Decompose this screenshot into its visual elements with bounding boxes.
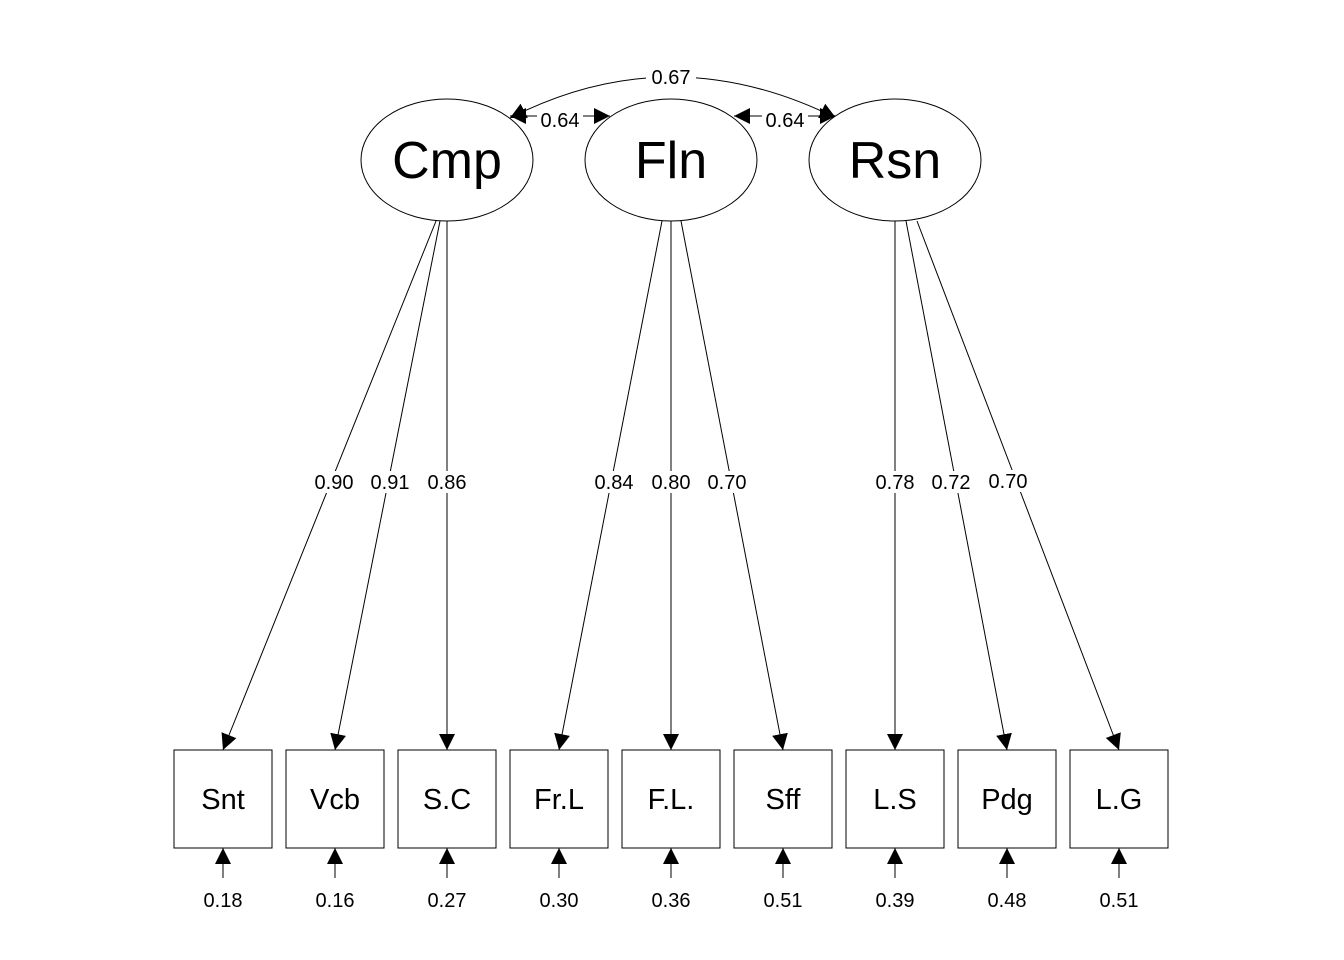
observed-l-s-label: L.S: [873, 784, 917, 816]
residual-l-g-value: 0.51: [1100, 890, 1139, 912]
observed-l-g-label: L.G: [1096, 784, 1143, 816]
loading-cmp-vcb-value: 0.91: [371, 472, 410, 494]
observed-pdg-box: [957, 749, 1057, 849]
residual-pdg-value: 0.48: [988, 890, 1027, 912]
observed-fr-l: Fr.L: [509, 749, 609, 849]
latent-fln: Fln: [584, 98, 758, 222]
loading-fln-f-l-value: 0.80: [652, 472, 691, 494]
observed-sff: Sff: [733, 749, 833, 849]
observed-l-s: L.S: [845, 749, 945, 849]
loading-fln-f-l-label-bg: [650, 471, 692, 493]
loading-rsn-l-s-value: 0.78: [876, 472, 915, 494]
latent-rsn: Rsn: [808, 98, 982, 222]
latent-cmp-label: Cmp: [392, 132, 502, 190]
observed-snt: Snt: [173, 749, 273, 849]
nodes-layer: Cmp Fln Rsn Snt Vcb S.C Fr.L F.L. Sff L.S Pdg L.G: [173, 98, 1169, 849]
loading-rsn-l-g-value: 0.70: [989, 471, 1028, 493]
observed-sff-label: Sff: [766, 784, 802, 816]
residual-l-s-value: 0.39: [876, 890, 915, 912]
latent-fln-label: Fln: [635, 132, 707, 190]
cov-cmp-fln-label-bg: [537, 108, 583, 132]
residual-sff-value: 0.51: [764, 890, 803, 912]
observed-vcb-box: [285, 749, 385, 849]
observed-s-c-label: S.C: [423, 784, 471, 816]
residual-fr-l-value: 0.30: [540, 890, 579, 912]
loading-rsn-l-s-label-bg: [874, 471, 916, 493]
loading-fln-fr-l-value: 0.84: [595, 472, 634, 494]
observed-f-l-label: F.L.: [648, 784, 695, 816]
observed-l-s-box: [845, 749, 945, 849]
latent-rsn-label: Rsn: [849, 132, 941, 190]
observed-snt-box: [173, 749, 273, 849]
loading-cmp-snt-label-bg: [313, 471, 355, 493]
loading-cmp-vcb-label-bg: [369, 471, 411, 493]
observed-sff-box: [733, 749, 833, 849]
observed-f-l-box: [621, 749, 721, 849]
latent-rsn-ellipse: [808, 98, 982, 222]
loading-rsn-l-g-label-bg: [987, 470, 1029, 492]
observed-vcb: Vcb: [285, 749, 385, 849]
loading-cmp-s-c-label-bg: [426, 471, 468, 493]
latent-cmp-ellipse: [360, 98, 534, 222]
residual-s-c-value: 0.27: [428, 890, 467, 912]
observed-l-g: L.G: [1069, 749, 1169, 849]
loading-rsn-pdg-label-bg: [930, 471, 972, 493]
cov-fln-rsn-label-bg: [762, 108, 808, 132]
observed-vcb-label: Vcb: [310, 784, 360, 816]
cov-fln-rsn-value: 0.64: [766, 110, 805, 132]
cov-cmp-rsn-value: 0.67: [652, 67, 691, 89]
residual-vcb-value: 0.16: [316, 890, 355, 912]
residual-snt-value: 0.18: [204, 890, 243, 912]
observed-l-g-box: [1069, 749, 1169, 849]
loading-cmp-snt-value: 0.90: [315, 472, 354, 494]
observed-f-l: F.L.: [621, 749, 721, 849]
loading-fln-sff-value: 0.70: [708, 472, 747, 494]
latent-fln-ellipse: [584, 98, 758, 222]
labels-layer: 0.64 0.64 0.67 0.90 0.91 0.86 0.84 0.80 0.70 0.78…: [204, 66, 1139, 912]
cov-cmp-rsn-label-bg: [646, 66, 696, 88]
loading-fln-fr-l-label-bg: [593, 471, 635, 493]
residual-f-l-value: 0.36: [652, 890, 691, 912]
loading-cmp-s-c-value: 0.86: [428, 472, 467, 494]
loading-rsn-pdg-value: 0.72: [932, 472, 971, 494]
latent-cmp: Cmp: [360, 98, 534, 222]
observed-snt-label: Snt: [201, 784, 245, 816]
observed-pdg: Pdg: [957, 749, 1057, 849]
loading-fln-sff-label-bg: [706, 471, 748, 493]
observed-s-c: S.C: [397, 749, 497, 849]
observed-s-c-box: [397, 749, 497, 849]
observed-fr-l-label: Fr.L: [534, 784, 584, 816]
observed-fr-l-box: [509, 749, 609, 849]
observed-pdg-label: Pdg: [981, 784, 1033, 816]
cov-cmp-fln-value: 0.64: [541, 110, 580, 132]
